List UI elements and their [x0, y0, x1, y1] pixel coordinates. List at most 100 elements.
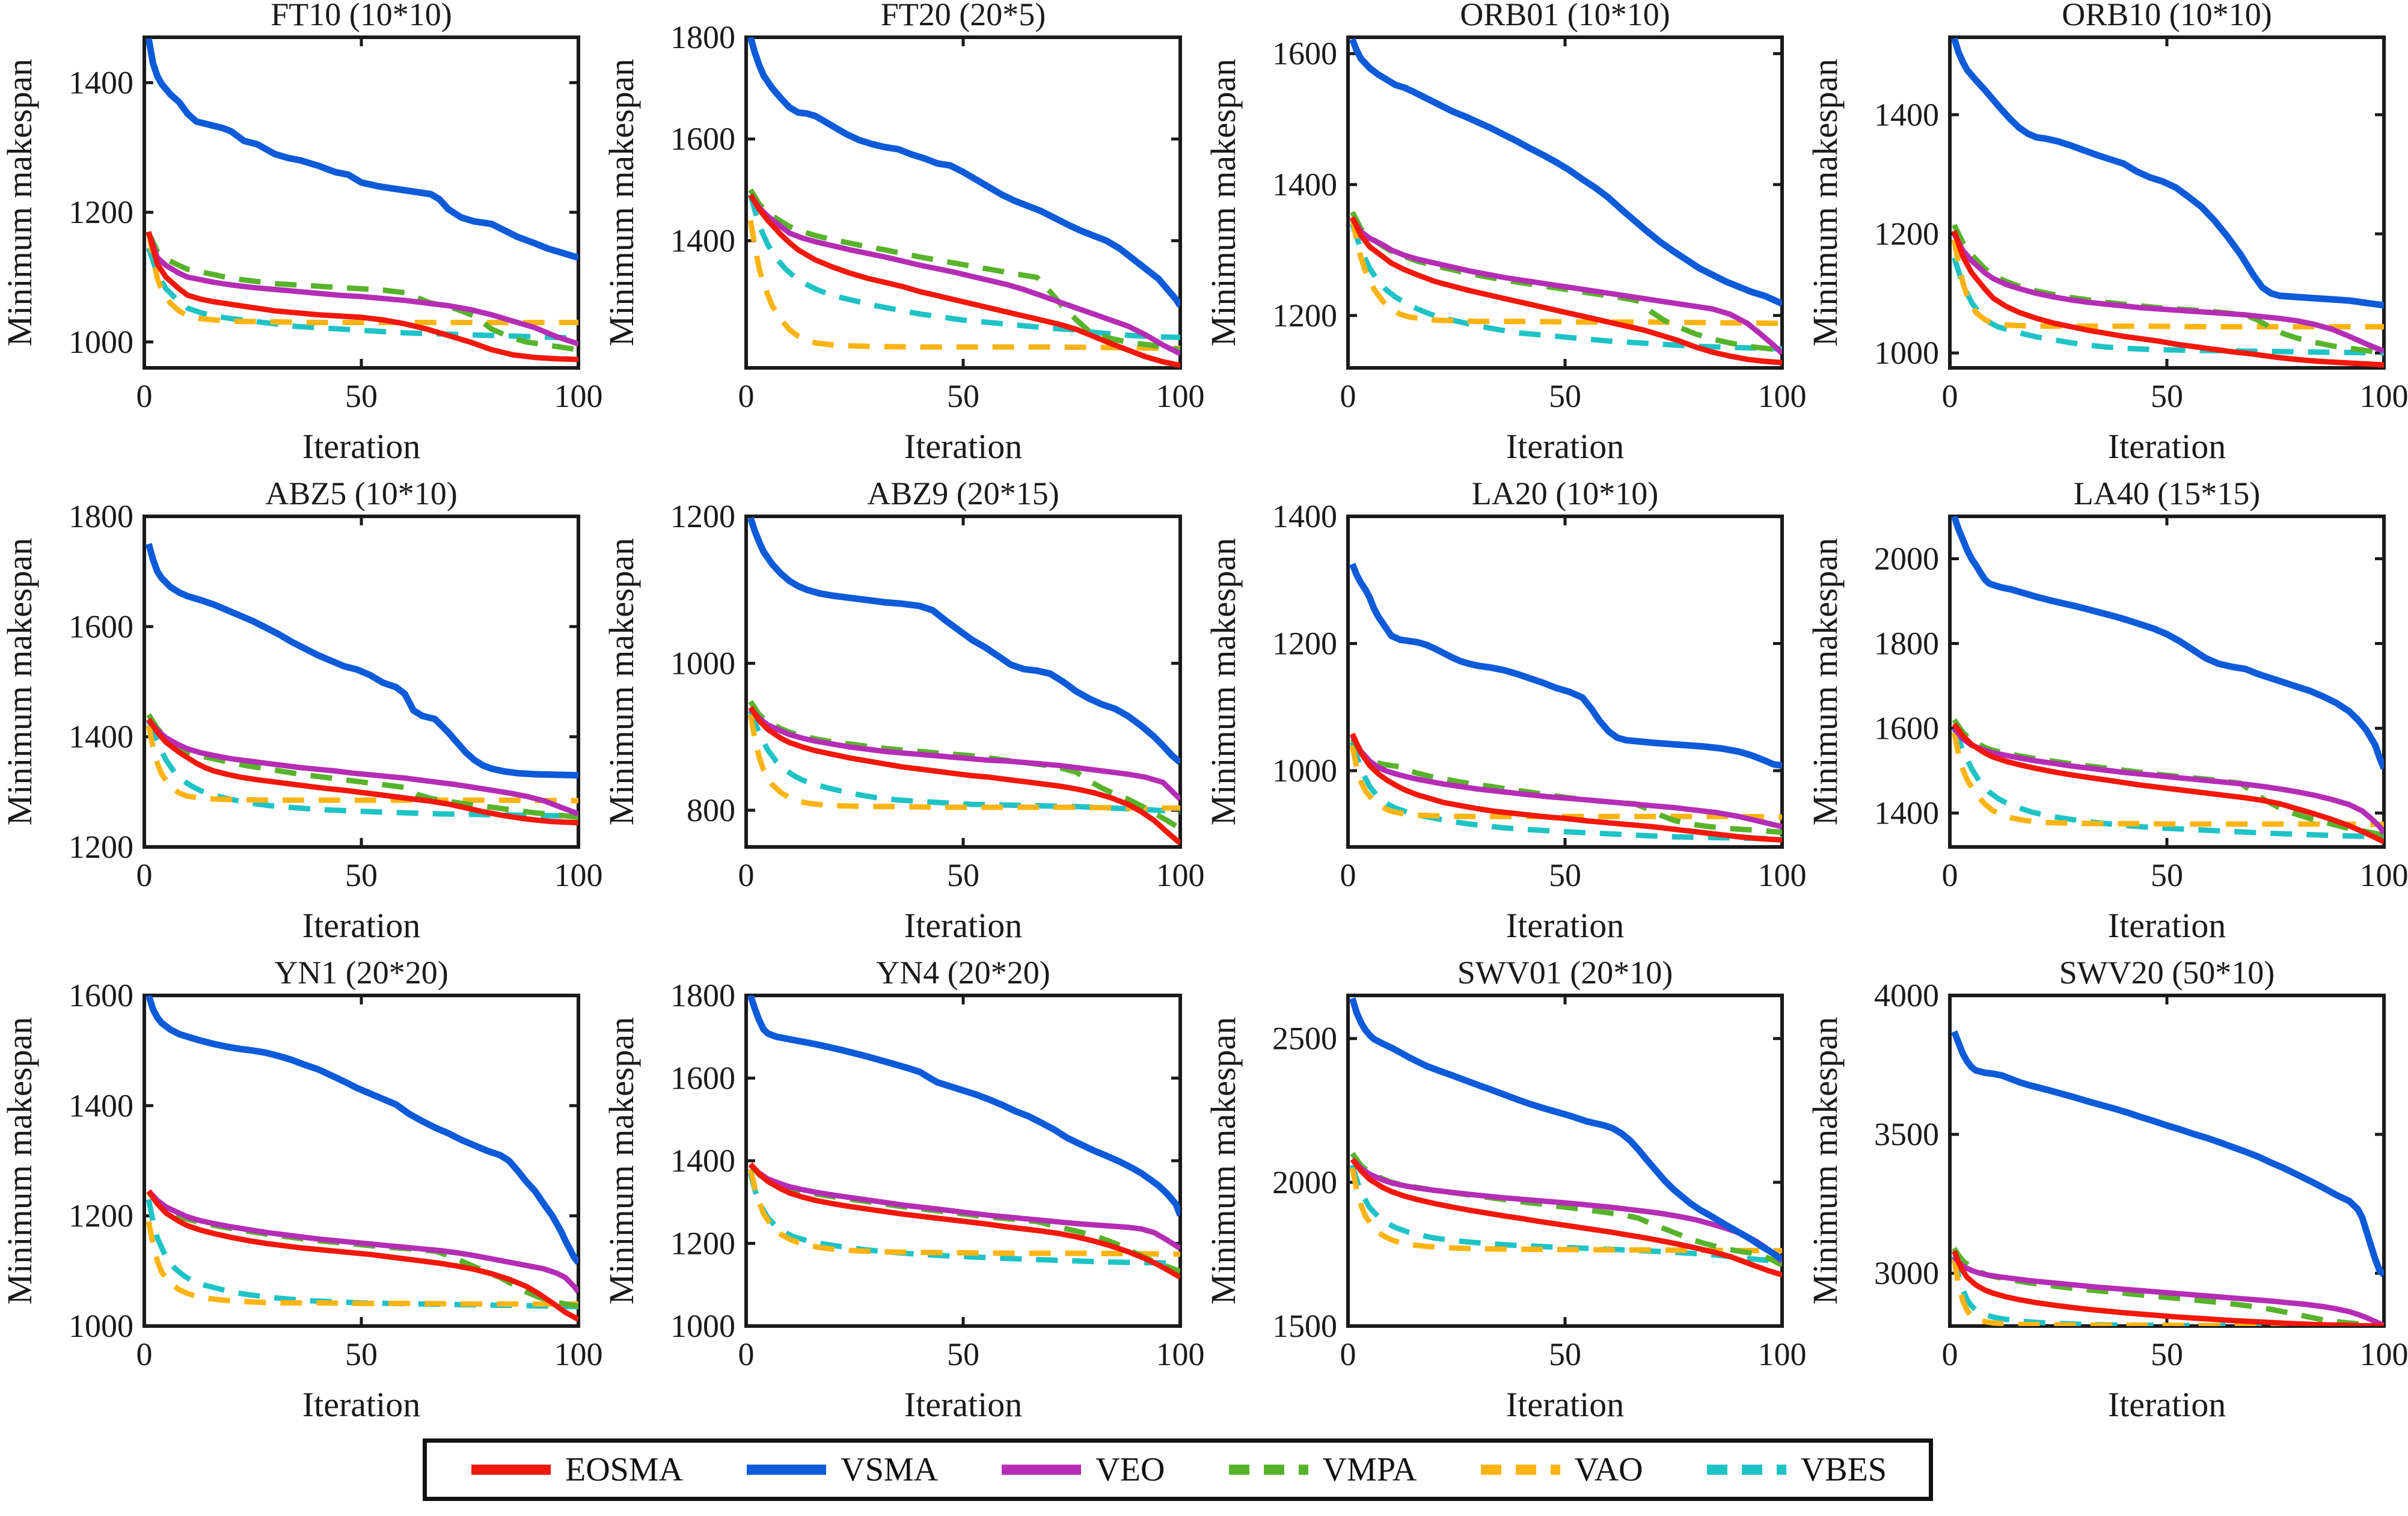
chart-svg: 1400 1600 1800 0 50 100 FT20 (20*5) Iteration Mi…: [602, 0, 1205, 466]
legend-label: VSMA: [841, 1451, 939, 1488]
y-tick-label: 1000: [1272, 753, 1337, 789]
chart-svg: 1500 2000 2500 0 50 100 SWV01 (20*10) Iteration…: [1204, 955, 1807, 1424]
x-tick-label: 100: [2360, 857, 2408, 893]
series-vbes-line: [1349, 741, 1782, 842]
subplot-orb01: 1200 1400 1600 0 50 100 ORB01 (10*10) Iteration…: [1204, 0, 1807, 479]
series-eosma-line: [1952, 1250, 2384, 1326]
y-tick-label: 3000: [1874, 1255, 1939, 1291]
x-axis-label: Iteration: [904, 1385, 1022, 1424]
series-vbes-line: [146, 719, 578, 819]
y-axis-label: Minimum makespan: [1204, 538, 1243, 825]
x-tick-label: 0: [738, 1336, 755, 1372]
series-veo-line: [749, 1163, 1180, 1251]
series-veo-line: [1952, 232, 2384, 354]
subplot-abz5: 1200 1400 1600 1800 0 50 100 ABZ5 (10*10) Iterat…: [0, 475, 603, 958]
y-tick-label: 1200: [69, 1198, 133, 1234]
y-tick-label: 1800: [670, 977, 735, 1013]
legend: EOSMA VSMA VEO VMPA VAO VBES: [423, 1438, 1933, 1501]
subplot-title: LA20 (10*10): [1472, 479, 1658, 512]
y-tick-label: 1400: [69, 1087, 133, 1123]
y-tick-label: 1200: [69, 829, 133, 865]
series-vao-line: [146, 231, 578, 325]
y-tick-label: 800: [687, 792, 735, 828]
x-tick-label: 100: [554, 1336, 602, 1372]
series-vbes-line: [1349, 1164, 1782, 1265]
series-vbes-line: [1951, 257, 2384, 356]
y-tick-label: 1600: [69, 977, 133, 1013]
series-vbes-line: [146, 247, 578, 341]
subplot-title: LA40 (15*15): [2074, 479, 2260, 512]
y-tick-label: 2500: [1272, 1021, 1337, 1057]
legend-label: VEO: [1095, 1451, 1165, 1488]
legend-line-vao: [1480, 1464, 1560, 1475]
series-vao-line: [1349, 744, 1782, 820]
y-axis-label: Minimum makespan: [602, 1017, 641, 1304]
x-tick-label: 0: [136, 1336, 153, 1372]
series-eosma-line: [146, 231, 578, 362]
legend-item-vbes: VBES: [1705, 1453, 1887, 1487]
x-tick-label: 50: [1549, 1336, 1581, 1372]
legend-label: VBES: [1800, 1451, 1887, 1488]
series-vao-line: [1349, 216, 1782, 326]
series-vsma-line: [145, 995, 578, 1265]
y-axis-label: Minimum makespan: [1204, 1017, 1243, 1304]
series-vsma-line: [1349, 38, 1782, 307]
series-eosma-line: [748, 193, 1180, 368]
series-vsma-line: [145, 38, 578, 261]
series-vsma-line: [1951, 1030, 2384, 1277]
series-eosma-line: [1350, 216, 1782, 365]
series-vbes-line: [747, 194, 1180, 340]
x-axis-label: Iteration: [1506, 1385, 1624, 1424]
y-tick-label: 1400: [1874, 97, 1939, 133]
x-tick-label: 50: [345, 1336, 378, 1372]
series-vmpa-line: [146, 231, 578, 353]
legend-item-eosma: EOSMA: [469, 1453, 683, 1487]
chart-svg: 1200 1400 1600 0 50 100 ORB01 (10*10) Iteration…: [1204, 0, 1807, 466]
x-tick-label: 100: [2360, 378, 2408, 414]
x-axis-label: Iteration: [302, 1385, 420, 1424]
legend-item-vsma: VSMA: [744, 1453, 938, 1487]
x-tick-label: 50: [345, 378, 378, 414]
x-tick-label: 0: [1340, 1336, 1356, 1372]
y-tick-label: 1200: [69, 194, 133, 230]
subplot-ft10: 1000 1200 1400 0 50 100 FT10 (10*10) Iteration M…: [0, 0, 603, 479]
series-eosma-line: [748, 706, 1180, 846]
x-tick-label: 100: [554, 378, 602, 414]
series-veo-line: [1350, 734, 1782, 830]
x-tick-label: 0: [136, 378, 153, 414]
x-axis-label: Iteration: [904, 906, 1022, 945]
y-tick-label: 2000: [1272, 1164, 1337, 1200]
y-tick-label: 1800: [670, 19, 735, 55]
series-vmpa-line: [1350, 210, 1782, 353]
subplot-title: SWV01 (20*10): [1457, 958, 1673, 991]
y-tick-label: 1000: [1874, 335, 1939, 371]
series-veo-line: [146, 1189, 578, 1294]
y-axis-label: Minimum makespan: [1806, 1017, 1845, 1304]
x-tick-label: 0: [1340, 857, 1356, 893]
x-tick-label: 50: [947, 1336, 979, 1372]
x-tick-label: 100: [1758, 378, 1806, 414]
series-eosma-line: [146, 717, 578, 826]
series-veo-line: [1952, 726, 2384, 835]
y-axis-label: Minimum makespan: [1806, 59, 1845, 346]
series-eosma-line: [1952, 722, 2384, 845]
x-tick-label: 50: [2151, 378, 2183, 414]
x-tick-label: 50: [1549, 857, 1581, 893]
chart-svg: 1000 1200 1400 0 50 100 ORB10 (10*10) Iteration…: [1806, 0, 2408, 466]
series-vmpa-line: [748, 700, 1180, 831]
y-tick-label: 1400: [69, 719, 133, 755]
series-eosma-line: [146, 1189, 578, 1322]
x-tick-label: 50: [947, 857, 979, 893]
subplot-title: ABZ9 (20*15): [867, 479, 1059, 512]
subplot-title: FT10 (10*10): [271, 0, 452, 32]
x-tick-label: 0: [738, 857, 755, 893]
series-vsma-line: [145, 543, 578, 779]
chart-svg: 1200 1400 1600 1800 0 50 100 ABZ5 (10*10) Iterat…: [0, 475, 603, 945]
y-axis-label: Minimum makespan: [0, 59, 39, 346]
subplot-ft20: 1400 1600 1800 0 50 100 FT20 (20*5) Iteration Mi…: [602, 0, 1205, 479]
legend-item-vao: VAO: [1478, 1453, 1643, 1487]
series-vbes-line: [1951, 1256, 2384, 1326]
series-veo-line: [146, 232, 578, 347]
y-tick-label: 3500: [1874, 1116, 1939, 1152]
y-tick-label: 1200: [1874, 216, 1939, 252]
